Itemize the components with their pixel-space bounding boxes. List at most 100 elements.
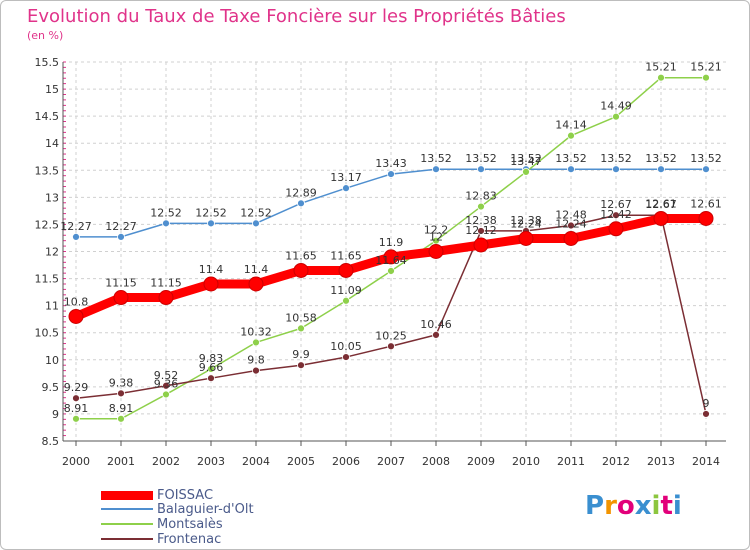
- data-label-frontenac: 9: [703, 397, 710, 410]
- data-point-balaguier: [162, 219, 170, 228]
- data-label-frontenac: 12.67: [600, 198, 632, 211]
- logo-letter: x: [634, 491, 652, 521]
- data-label-frontenac: 9.66: [199, 361, 224, 374]
- data-point-balaguier: [567, 165, 575, 174]
- data-point-foissac: [383, 249, 399, 265]
- data-label-balaguier: 13.52: [465, 152, 497, 165]
- data-label-montsales: 8.91: [109, 402, 134, 415]
- data-label-foissac: 12.61: [690, 197, 722, 210]
- grid: [63, 61, 726, 442]
- data-label-balaguier: 13.52: [510, 152, 542, 165]
- data-label-montsales: 15.21: [645, 61, 677, 74]
- data-point-montsales: [207, 365, 215, 373]
- x-tick-label: 2009: [467, 455, 495, 468]
- unit-label: (en %): [27, 29, 64, 42]
- data-point-montsales: [612, 112, 620, 121]
- data-point-foissac: [563, 231, 579, 247]
- x-tick-label: 2004: [242, 455, 270, 468]
- data-point-frontenac: [207, 374, 215, 383]
- legend-label-montsales: Montsalès: [157, 516, 223, 532]
- data-point-frontenac: [252, 366, 260, 375]
- data-point-montsales: [72, 414, 80, 423]
- data-point-frontenac: [477, 227, 485, 235]
- legend-swatch-foissac: [101, 490, 153, 500]
- data-label-montsales: 12.83: [465, 190, 497, 203]
- data-point-foissac: [68, 308, 84, 324]
- legend-label-balaguier: Balaguier-d'Olt: [157, 501, 254, 517]
- data-point-montsales: [387, 267, 395, 275]
- data-label-frontenac: 9.52: [154, 369, 179, 382]
- y-tick-label: 12: [45, 246, 59, 259]
- y-tick-label: 13: [45, 191, 59, 204]
- y-tick-label: 15: [45, 83, 59, 96]
- data-point-frontenac: [117, 389, 125, 398]
- data-labels: 12.27 12.27 12.52 12.52 12.52 12.89 13.17 13.43…: [60, 61, 722, 415]
- data-point-montsales: [297, 324, 305, 333]
- y-tick-label: 9.5: [42, 381, 60, 394]
- data-point-foissac: [113, 290, 129, 306]
- data-point-foissac: [608, 221, 624, 237]
- data-point-balaguier: [252, 219, 260, 228]
- x-tick-label: 2002: [152, 455, 180, 468]
- data-label-foissac: 12: [429, 231, 443, 244]
- data-label-frontenac: 9.29: [64, 381, 89, 394]
- data-point-foissac: [203, 276, 219, 292]
- y-tick-label: 15.5: [35, 56, 60, 69]
- data-label-balaguier: 12.52: [195, 206, 227, 219]
- legend-item-balaguier: Balaguier-d'Olt: [101, 501, 254, 517]
- y-tick-label: 14: [45, 137, 59, 150]
- data-point-balaguier: [342, 184, 350, 193]
- data-point-foissac: [428, 244, 444, 259]
- data-label-frontenac: 10.05: [330, 340, 362, 353]
- data-point-montsales: [162, 390, 170, 399]
- data-point-balaguier: [657, 165, 665, 174]
- data-label-balaguier: 13.17: [330, 171, 362, 184]
- logo-letter: o: [616, 491, 635, 521]
- x-tick-label: 2012: [602, 455, 630, 468]
- data-point-frontenac: [387, 342, 395, 351]
- data-label-balaguier: 13.43: [375, 157, 407, 170]
- data-point-frontenac: [567, 221, 575, 230]
- data-label-foissac: 12.24: [555, 218, 587, 231]
- legend-swatch-balaguier: [101, 508, 153, 510]
- logo-letter: i: [672, 491, 682, 521]
- data-label-foissac: 12.42: [600, 208, 632, 221]
- x-tick-label: 2005: [287, 455, 315, 468]
- x-tick-label: 2013: [647, 455, 675, 468]
- data-point-frontenac: [612, 211, 620, 220]
- data-point-montsales: [657, 73, 665, 82]
- data-point-balaguier: [702, 165, 710, 174]
- y-tick-label: 13.5: [35, 164, 60, 177]
- data-label-frontenac: 9.9: [292, 348, 310, 361]
- data-point-frontenac: [342, 353, 350, 361]
- series-layer: [68, 73, 714, 423]
- data-point-balaguier: [432, 165, 440, 174]
- y-tick-label: 11.5: [35, 273, 60, 286]
- y-tick-label: 14.5: [35, 110, 60, 123]
- data-label-foissac: 12.12: [465, 224, 497, 237]
- data-point-balaguier: [612, 165, 620, 174]
- data-label-montsales: 13.47: [510, 155, 542, 168]
- data-label-balaguier: 13.52: [420, 152, 452, 165]
- data-label-foissac: 11.65: [285, 249, 317, 262]
- data-label-foissac: 11.15: [150, 277, 182, 290]
- data-label-foissac: 11.4: [199, 263, 224, 276]
- data-label-balaguier: 12.89: [285, 186, 317, 199]
- data-label-foissac: 12.24: [510, 218, 542, 231]
- data-label-montsales: 11.64: [375, 254, 407, 267]
- data-label-balaguier: 12.27: [105, 220, 137, 233]
- x-tick-label: 2007: [377, 455, 405, 468]
- y-tick-label: 9: [52, 408, 59, 421]
- data-point-balaguier: [117, 232, 125, 241]
- legend-swatch-frontenac: [101, 538, 153, 540]
- data-label-montsales: 9.83: [199, 352, 224, 365]
- data-label-foissac: 12.61: [645, 197, 677, 210]
- data-label-montsales: 11.09: [330, 284, 362, 297]
- data-point-balaguier: [207, 219, 215, 228]
- legend-swatch-montsales: [101, 523, 153, 525]
- data-label-balaguier: 12.27: [60, 220, 92, 233]
- data-label-montsales: 8.91: [64, 402, 89, 415]
- y-tick-label: 10.5: [35, 327, 60, 340]
